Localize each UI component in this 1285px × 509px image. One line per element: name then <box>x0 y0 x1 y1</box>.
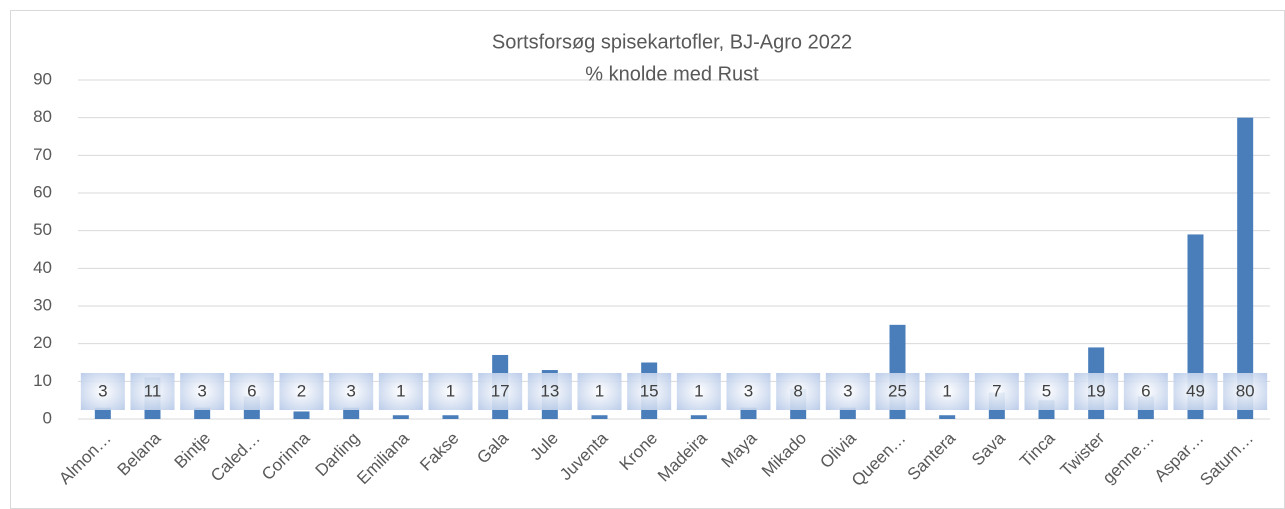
data-label-box <box>726 373 771 410</box>
data-label-box <box>527 373 572 410</box>
bar <box>343 407 360 419</box>
y-tick-label: 90 <box>33 69 52 88</box>
data-label: 7 <box>992 381 1001 400</box>
bar <box>939 415 956 419</box>
data-label-box <box>925 373 970 410</box>
data-label: 19 <box>1087 381 1106 400</box>
y-tick-label: 40 <box>33 258 52 277</box>
data-label-box <box>676 373 721 410</box>
y-tick-label: 20 <box>33 333 52 352</box>
data-label-box <box>875 373 920 410</box>
data-label-box <box>1024 373 1069 410</box>
data-label: 1 <box>446 381 455 400</box>
bar <box>94 407 111 419</box>
data-label: 3 <box>98 381 107 400</box>
bar <box>194 407 211 419</box>
data-label-box <box>478 373 523 410</box>
y-tick-label: 10 <box>33 371 52 390</box>
data-label: 17 <box>491 381 510 400</box>
data-label: 1 <box>942 381 951 400</box>
y-tick-label: 30 <box>33 295 52 314</box>
data-label: 11 <box>144 381 162 400</box>
data-label-box <box>577 373 622 410</box>
data-label: 3 <box>744 381 753 400</box>
bar <box>740 407 757 419</box>
data-label-box <box>776 373 821 410</box>
data-label-box <box>180 373 225 410</box>
data-label-box <box>229 373 274 410</box>
data-label-box <box>1173 373 1218 410</box>
bar <box>1237 117 1254 420</box>
data-label: 6 <box>1141 381 1150 400</box>
bar <box>690 415 707 419</box>
data-label: 2 <box>297 381 306 400</box>
data-label-box <box>428 373 473 410</box>
data-label-box <box>130 373 175 410</box>
data-label: 1 <box>694 381 703 400</box>
data-label-box <box>825 373 870 410</box>
chart-subtitle: % knolde med Rust <box>585 63 759 85</box>
data-label: 13 <box>540 381 559 400</box>
data-label-box <box>279 373 324 410</box>
data-label-box <box>80 373 125 410</box>
bar <box>392 415 409 419</box>
data-label: 3 <box>346 381 355 400</box>
data-label: 1 <box>396 381 405 400</box>
bar <box>442 415 459 419</box>
data-label: 49 <box>1186 381 1205 400</box>
bar <box>1187 234 1204 419</box>
data-label-box <box>378 373 423 410</box>
bar <box>591 415 608 419</box>
y-tick-label: 70 <box>33 145 52 164</box>
bar <box>839 407 856 419</box>
data-label: 8 <box>793 381 802 400</box>
data-label: 25 <box>888 381 907 400</box>
data-label-box <box>1223 373 1268 410</box>
chart-title: Sortsforsøg spisekartofler, BJ-Agro 2022 <box>492 31 852 53</box>
y-tick-label: 50 <box>33 220 52 239</box>
data-label: 3 <box>843 381 852 400</box>
data-label-box <box>1074 373 1119 410</box>
chart-border <box>10 10 1285 509</box>
data-label: 80 <box>1236 381 1255 400</box>
grid <box>78 79 1270 420</box>
data-label: 6 <box>247 381 256 400</box>
data-label-box <box>1123 373 1168 410</box>
data-label-box <box>974 373 1019 410</box>
data-label: 1 <box>595 381 604 400</box>
y-tick-label: 80 <box>33 107 52 126</box>
y-tick-label: 0 <box>43 408 52 427</box>
data-label-box <box>329 373 374 410</box>
y-tick-label: 60 <box>33 182 52 201</box>
bar <box>293 411 310 419</box>
data-label-box <box>627 373 672 410</box>
data-label: 5 <box>1042 381 1051 400</box>
data-label: 15 <box>640 381 659 400</box>
data-label: 3 <box>197 381 206 400</box>
